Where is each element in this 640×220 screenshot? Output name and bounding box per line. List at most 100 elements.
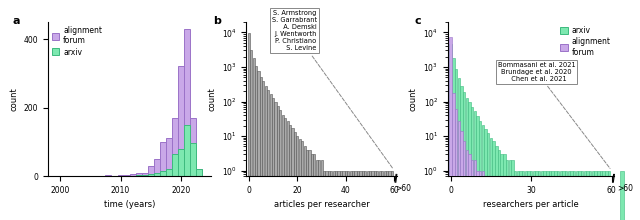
Bar [471,107,474,220]
Bar [460,131,463,220]
Bar [452,58,454,220]
Bar [595,171,597,220]
Bar [287,121,289,220]
Bar [359,171,362,220]
Bar [272,98,274,220]
Bar [460,86,463,220]
Bar [490,138,492,220]
Bar [492,141,495,220]
Bar [154,172,160,176]
Bar [383,171,386,220]
Bar [289,125,291,220]
Bar [527,171,530,220]
Bar [482,171,484,220]
Legend: arxiv, alignment
forum: arxiv, alignment forum [560,26,611,57]
Bar [530,171,532,220]
Bar [154,159,160,176]
Bar [284,118,286,220]
Bar [308,150,310,220]
Bar [364,171,366,220]
Bar [487,133,490,220]
Bar [463,92,465,220]
Bar [371,171,374,220]
Bar [313,154,316,220]
Bar [471,160,474,220]
Bar [458,78,460,220]
Bar [148,174,154,176]
Bar [570,171,573,220]
Bar [455,109,457,220]
Bar [269,94,272,220]
Bar [597,171,600,220]
Bar [253,58,255,220]
Bar [474,160,476,220]
Bar [503,154,506,220]
Bar [190,118,196,176]
Bar [352,171,354,220]
Bar [468,154,470,220]
Bar [532,171,535,220]
Bar [355,171,356,220]
Bar [306,150,308,220]
Bar [546,171,548,220]
Text: >60: >60 [395,184,411,193]
Bar [124,175,130,176]
Bar [376,171,378,220]
Bar [391,171,393,220]
Bar [279,110,282,220]
Bar [141,175,148,176]
Bar [374,171,376,220]
Bar [333,171,335,220]
Text: c: c [415,16,421,26]
Bar [592,171,594,220]
Text: Bommasani et al. 2021
Brundage et al. 2020
  Chen et al. 2021: Bommasani et al. 2021 Brundage et al. 20… [498,62,610,169]
Bar [562,171,564,220]
Bar [516,171,519,220]
Bar [449,44,452,220]
Bar [250,50,252,220]
Bar [337,171,340,220]
Bar [484,129,487,220]
Bar [514,171,516,220]
Bar [500,154,503,220]
Bar [347,171,349,220]
Bar [318,160,320,220]
Bar [342,171,344,220]
Legend: alignment
forum, arxiv: alignment forum, arxiv [52,26,102,57]
X-axis label: time (years): time (years) [104,200,156,209]
Bar [357,171,359,220]
Y-axis label: count: count [409,87,418,111]
Bar [479,121,481,220]
Bar [449,37,452,220]
Bar [196,169,202,176]
Bar [541,171,543,220]
Bar [257,71,260,220]
Bar [184,125,190,176]
Bar [586,171,589,220]
Bar [548,171,551,220]
Bar [381,171,383,220]
Bar [379,171,381,220]
Bar [522,171,524,220]
Bar [160,171,166,176]
Bar [262,81,264,220]
Bar [565,171,567,220]
Bar [172,118,178,176]
Bar [600,171,602,220]
Bar [303,147,306,220]
Bar [296,136,298,220]
Bar [608,171,611,220]
Bar [321,160,323,220]
Bar [468,102,470,220]
Bar [325,171,328,220]
Bar [554,171,557,220]
Bar [299,139,301,220]
Bar [543,171,546,220]
Bar [301,141,303,220]
Bar [148,166,154,176]
Bar [458,121,460,220]
Bar [463,141,465,220]
Text: a: a [12,16,20,26]
Bar [178,66,184,176]
Bar [476,171,479,220]
